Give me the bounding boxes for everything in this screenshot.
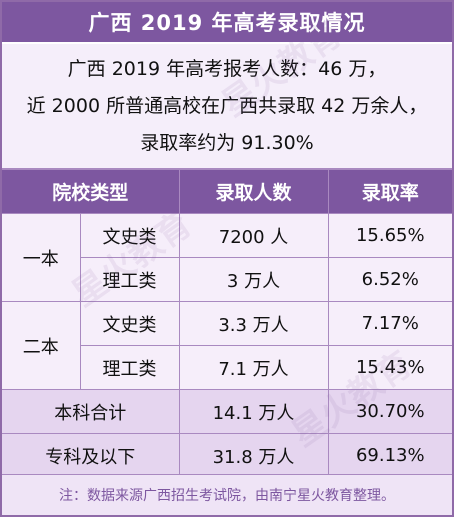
- admission-table: 院校类型 录取人数 录取率 一本 文史类 7200 人 15.65% 理工类 3…: [2, 170, 452, 478]
- source-note: 注：数据来源广西招生考试院，由南宁星火教育整理。: [2, 474, 452, 515]
- row-rate: 6.52%: [327, 257, 452, 302]
- summary-line-1: 广西 2019 年高考报考人数：46 万，: [67, 57, 387, 80]
- table-total-row: 本科合计 14.1 万人 30.70%: [2, 389, 452, 434]
- table-row: 理工类 7.1 万人 15.43%: [2, 345, 452, 390]
- summary-line-2: 近 2000 所普通高校在广西共录取 42 万余人，: [26, 94, 428, 117]
- row-count: 3 万人: [178, 257, 329, 302]
- row-count: 7.1 万人: [178, 345, 329, 390]
- row-type: 理工类: [80, 345, 180, 390]
- header-rate: 录取率: [327, 170, 452, 214]
- table-header-row: 院校类型 录取人数 录取率: [2, 170, 452, 214]
- group-label: 二本: [2, 301, 81, 390]
- row-type: 文史类: [79, 301, 180, 346]
- row-count: 7200 人: [178, 213, 329, 258]
- table-row: 理工类 3 万人 6.52%: [2, 257, 452, 302]
- summary-block: 广西 2019 年高考报考人数：46 万， 近 2000 所普通高校在广西共录取…: [2, 44, 452, 170]
- total-label: 专科及以下: [2, 433, 180, 478]
- row-type: 理工类: [80, 257, 180, 302]
- table-row: 二本 文史类 3.3 万人 7.17%: [2, 301, 452, 390]
- total-rate: 30.70%: [327, 389, 452, 434]
- total-label: 本科合计: [2, 389, 180, 434]
- summary-line-3: 录取率约为 91.30%: [140, 131, 314, 154]
- row-count: 3.3 万人: [178, 301, 329, 346]
- header-school-type: 院校类型: [2, 170, 180, 214]
- total-count: 31.8 万人: [178, 433, 329, 478]
- total-count: 14.1 万人: [178, 389, 329, 434]
- row-type: 文史类: [79, 213, 180, 258]
- row-rate: 7.17%: [327, 301, 452, 346]
- table-total-row: 专科及以下 31.8 万人 69.13%: [2, 433, 452, 478]
- page-title: 广西 2019 年高考录取情况: [2, 2, 452, 44]
- group-label: 一本: [2, 213, 81, 302]
- total-rate: 69.13%: [327, 433, 452, 478]
- row-rate: 15.43%: [327, 345, 452, 390]
- row-rate: 15.65%: [327, 213, 452, 258]
- table-row: 一本 文史类 7200 人 15.65%: [2, 213, 452, 302]
- header-count: 录取人数: [178, 170, 329, 214]
